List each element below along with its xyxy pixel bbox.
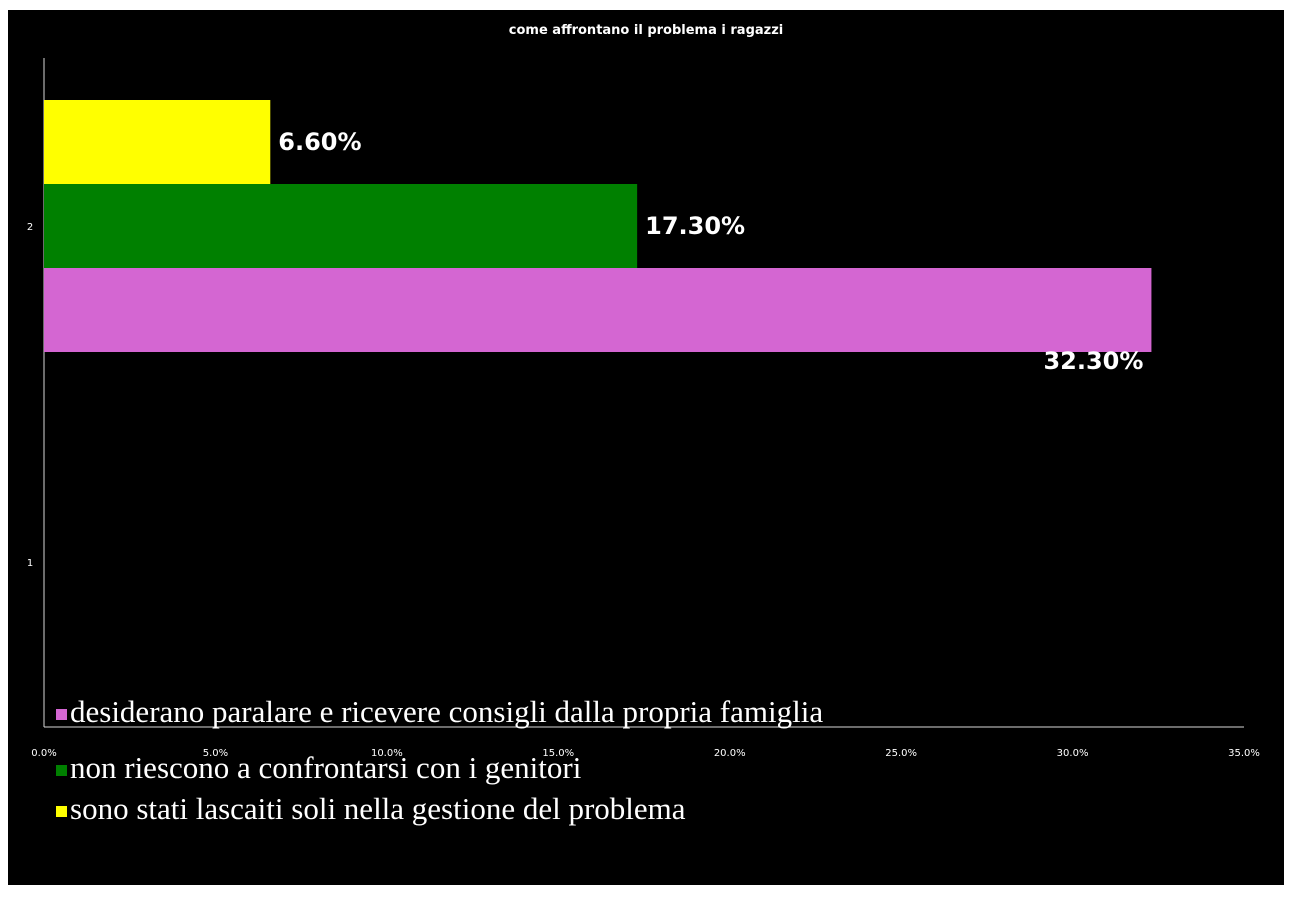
data-label: 6.60% (278, 128, 361, 156)
y-tick-label: 1 (27, 558, 33, 569)
bar-3 (44, 100, 271, 184)
bar-chart: come affrontano il problema i ragazzi 1 … (27, 23, 1260, 826)
data-label: 32.30% (1043, 347, 1143, 375)
legend-swatch (56, 765, 67, 776)
legend-label: desiderano paralare e ricevere consigli … (70, 694, 823, 729)
chart-title: come affrontano il problema i ragazzi (509, 23, 783, 38)
bars (44, 100, 1152, 352)
x-tick-label: 15.0% (542, 748, 574, 759)
legend: desiderano paralare e ricevere consigli … (56, 694, 823, 826)
x-tick-label: 35.0% (1228, 748, 1260, 759)
bar-2 (44, 184, 638, 268)
data-labels: 32.30% 17.30% 6.60% (278, 128, 1143, 375)
x-tick-label: 30.0% (1057, 748, 1089, 759)
x-tick-label: 25.0% (885, 748, 917, 759)
x-tick-label: 0.0% (31, 748, 56, 759)
y-tick-label: 2 (27, 222, 33, 233)
x-tick-label: 10.0% (371, 748, 403, 759)
legend-swatch (56, 806, 67, 817)
chart-frame: come affrontano il problema i ragazzi 1 … (8, 10, 1284, 885)
x-tick-labels: 0.0% 5.0% 10.0% 15.0% 20.0% 25.0% 30.0% 35.0% (31, 748, 1260, 759)
bar-1 (44, 268, 1152, 352)
legend-label: non riescono a confrontarsi con i genito… (70, 750, 582, 785)
data-label: 17.30% (645, 212, 745, 240)
legend-label: sono stati lascaiti soli nella gestione … (70, 791, 686, 826)
x-tick-label: 20.0% (714, 748, 746, 759)
legend-swatch (56, 709, 67, 720)
x-tick-label: 5.0% (203, 748, 228, 759)
